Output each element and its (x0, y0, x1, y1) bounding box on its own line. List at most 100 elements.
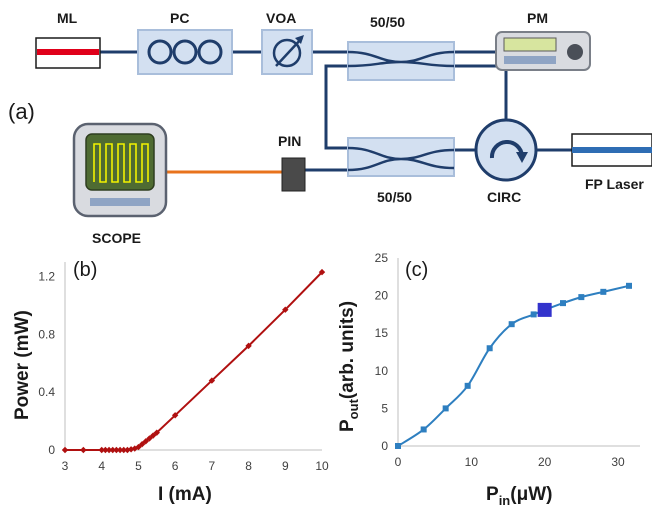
chart-b-data-point (171, 412, 179, 419)
chart-b-data-point (116, 446, 124, 454)
chart-c-highlight-point (537, 302, 552, 317)
pm-knob (567, 44, 583, 60)
chart-c-data-point (578, 294, 585, 301)
chart-b-data-point (142, 438, 149, 445)
chart-b-data-point (105, 446, 113, 454)
chart-b-x-tick-label: 4 (98, 459, 105, 473)
chart-c-y-tick-label: 10 (375, 364, 389, 378)
chart-b-x-tick-label: 9 (282, 459, 289, 473)
voa-arrowhead (295, 35, 304, 44)
chart-c-data-point (530, 311, 537, 318)
chart-c: (c) Pin(μW) Pout(arb. units) 0 10 20 30 0 5 10… (337, 251, 640, 508)
coupler-bottom-waveguide (347, 146, 455, 172)
ml-stripe (37, 49, 99, 55)
scope-label: SCOPE (92, 230, 141, 246)
chart-c-y-tick-label: 25 (375, 251, 389, 265)
pin-photodiode (281, 157, 306, 192)
chart-c-x-tick-label: 20 (538, 455, 552, 469)
setup-diagram: ML PC VOA 50/50 PM (a) SCOPE PIN (8, 10, 652, 246)
chart-b-xlabel: I (mA) (158, 484, 212, 505)
chart-b-data-point (98, 446, 105, 454)
chart-c-xlabel: Pin(μW) (486, 484, 552, 508)
chart-c-y-tick-label: 20 (375, 289, 389, 303)
chart-b-data-point (149, 432, 157, 439)
chart-b-data-point (318, 268, 326, 276)
chart-c-data-point (508, 321, 515, 328)
chart-b-data-point (80, 446, 87, 454)
chart-b-x-tick-label: 5 (135, 459, 142, 473)
circulator (474, 118, 538, 182)
fp-laser-stripe (572, 147, 652, 153)
chart-b-x-tick-label: 6 (172, 459, 179, 473)
pc-label: PC (170, 10, 189, 26)
scope-buttons (90, 198, 150, 206)
chart-b-ylabel: Power (mW) (12, 310, 33, 420)
chart-c-data-point (626, 282, 632, 289)
circulator-arrow (489, 139, 524, 159)
chart-c-xlabel-main: P (486, 484, 499, 505)
pm-label: PM (527, 10, 548, 26)
chart-c-x-tick-label: 10 (465, 455, 479, 469)
chart-c-y-tick-label: 5 (381, 401, 388, 415)
chart-b-data-point (135, 443, 142, 451)
chart-b: (b) I (mA) Power (mW) 3 4 5 6 7 8 9 10 0 0.4 0.8 1.… (12, 259, 329, 505)
chart-b-y-tick-label: 1.2 (38, 269, 55, 283)
chart-b-y-tick-label: 0.8 (38, 327, 55, 341)
coupler-top-label: 50/50 (370, 14, 405, 30)
pc-loop-1 (147, 39, 173, 65)
chart-c-data-point (442, 405, 449, 412)
polarization-controller (137, 29, 233, 75)
chart-c-xlabel-sub: in (499, 493, 511, 508)
chart-c-ylabel-main: P (337, 419, 358, 432)
chart-b-data-point (208, 377, 216, 384)
coupler-bottom (347, 137, 455, 177)
circulator-arrowhead (516, 152, 528, 163)
pin-label: PIN (278, 133, 301, 149)
ml-label: ML (57, 10, 78, 26)
voa-label: VOA (266, 10, 296, 26)
chart-c-y-tick-label: 15 (375, 326, 389, 340)
chart-c-xlabel-rest: (μW) (510, 484, 552, 505)
chart-c-ylabel-rest: (arb. units) (337, 301, 358, 399)
panel-a-label: (a) (8, 99, 35, 124)
chart-b-data-point (113, 446, 120, 454)
chart-c-y-tick-label: 0 (381, 439, 388, 453)
circ-label: CIRC (487, 189, 521, 205)
chart-b-x-tick-label: 3 (62, 459, 69, 473)
chart-c-data-point (560, 300, 566, 307)
chart-b-x-tick-label: 7 (209, 459, 216, 473)
voa-dial (272, 38, 302, 68)
pm-buttons (504, 56, 556, 64)
chart-c-x-tick-label: 30 (611, 455, 625, 469)
variable-optical-attenuator (261, 29, 313, 75)
chart-b-data-point (245, 342, 252, 350)
chart-c-data-point (464, 382, 471, 389)
pc-loop-2 (172, 39, 198, 65)
chart-b-y-tick-label: 0 (48, 443, 55, 457)
chart-c-panel-label: (c) (405, 259, 428, 281)
chart-c-data-point (420, 426, 427, 433)
chart-b-data-point (109, 446, 116, 454)
scope-trace (93, 143, 149, 183)
chart-c-ylabel-sub: out (346, 398, 361, 419)
chart-b-x-tick-label: 10 (315, 459, 329, 473)
chart-b-data-point (153, 429, 160, 436)
chart-b-series-line (65, 271, 323, 451)
chart-b-y-tick-label: 0.4 (38, 385, 55, 399)
chart-c-series-line (397, 284, 630, 447)
chart-c-ylabel: Pout(arb. units) (337, 301, 361, 432)
chart-b-panel-label: (b) (73, 259, 97, 281)
chart-b-data-point (102, 446, 109, 454)
pm-display (503, 37, 557, 52)
coupler-top-waveguide (347, 50, 455, 68)
chart-b-data-point (282, 306, 289, 313)
fp-laser-label: FP Laser (585, 176, 644, 192)
chart-b-data-point (61, 446, 69, 454)
coupler-bottom-label: 50/50 (377, 189, 412, 205)
fiber-coupler-to-coupler (324, 64, 348, 150)
chart-b-data-point (120, 446, 127, 454)
scope-screen (85, 133, 155, 191)
voa-arrow (275, 37, 303, 67)
fiber-coupler-to-circ (454, 64, 508, 120)
